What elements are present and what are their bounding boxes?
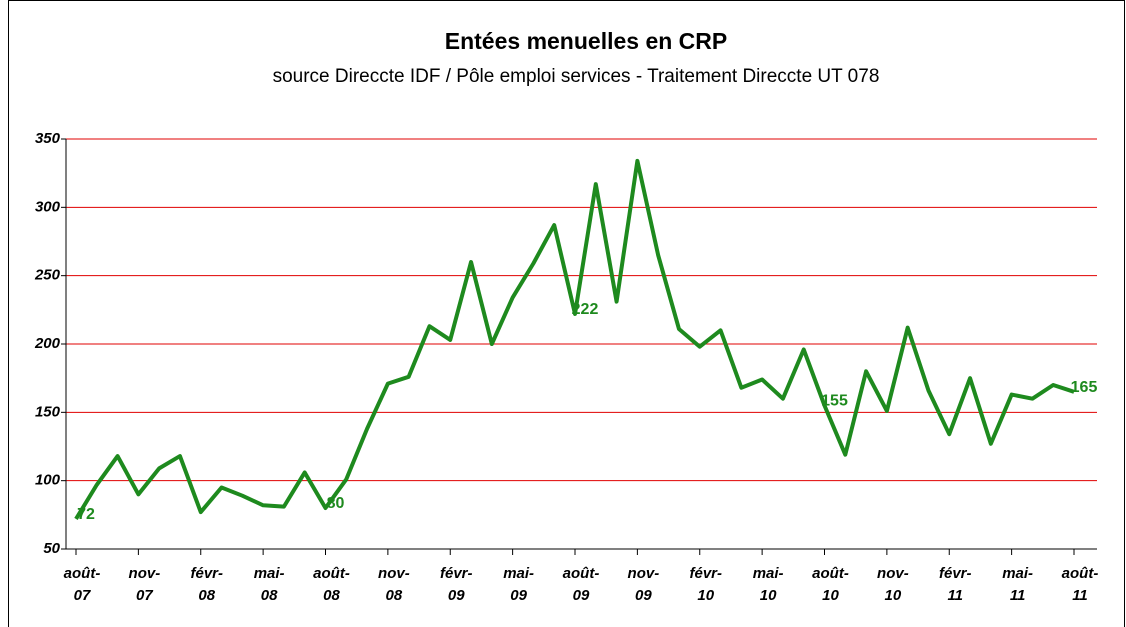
x-tick-label: nov-09 <box>627 565 660 604</box>
data-line <box>74 158 1075 520</box>
x-tick-label: août-07 <box>63 565 101 604</box>
x-tick-label: août-08 <box>313 565 350 604</box>
data-label: 155 <box>821 393 848 410</box>
data-label: 222 <box>572 301 599 318</box>
data-label: 165 <box>1071 379 1098 396</box>
x-tick-label: mai-10 <box>752 565 784 604</box>
y-tick-label: 150 <box>35 403 61 420</box>
y-tick-label: 100 <box>35 472 61 489</box>
x-tick-label: nov-10 <box>877 565 909 604</box>
x-tick-label: nov-08 <box>378 565 410 604</box>
x-tick-label: nov-07 <box>128 565 161 604</box>
y-tick-label: 200 <box>34 335 61 352</box>
x-tick-label: févr-09 <box>439 565 473 604</box>
y-tick-label: 350 <box>35 130 61 147</box>
chart-subtitle: source Direccte IDF / Pôle emploi servic… <box>273 66 880 87</box>
y-tick-label: 50 <box>43 540 60 557</box>
data-label: 72 <box>77 506 95 523</box>
y-tick-label: 300 <box>35 198 61 215</box>
x-tick-label: mai-11 <box>1002 565 1034 604</box>
x-tick-label: mai-09 <box>503 565 535 604</box>
data-label: 80 <box>327 495 345 512</box>
y-tick-label: 250 <box>34 267 61 284</box>
chart-title: Entées menuelles en CRP <box>445 28 728 54</box>
chart-frame <box>8 0 1125 627</box>
x-tick-label: févr-11 <box>938 565 972 604</box>
x-tick-label: févr-08 <box>190 565 223 604</box>
x-tick-label: mai-08 <box>253 565 285 604</box>
x-tick-label: août-09 <box>562 565 600 604</box>
x-tick-label: août-10 <box>812 565 849 604</box>
x-tick-label: août-11 <box>1061 565 1099 604</box>
x-tick-label: févr-10 <box>689 565 722 604</box>
